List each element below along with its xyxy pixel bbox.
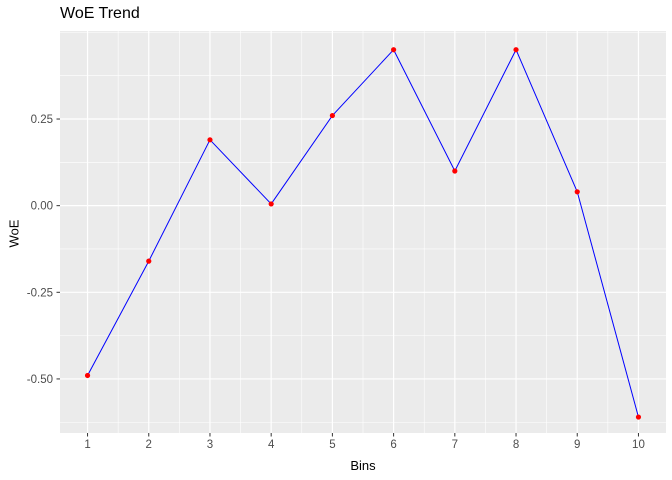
x-tick-label: 4 (268, 439, 275, 451)
data-point (452, 168, 458, 174)
y-tick-label: 0.00 (31, 201, 53, 213)
data-point (268, 201, 274, 207)
y-tick-label: -0.50 (27, 374, 53, 386)
y-tick-label: 0.25 (31, 114, 53, 126)
x-tick-label: 8 (513, 439, 519, 451)
y-tick-label: -0.25 (27, 287, 53, 299)
trend-line (87, 48, 639, 418)
plot-title: WoE Trend (60, 5, 140, 22)
data-point (146, 258, 152, 264)
x-axis-title: Bins (350, 458, 376, 473)
x-tick-label: 10 (632, 439, 645, 451)
x-tick-label: 5 (329, 439, 335, 451)
x-tick-label: 2 (146, 439, 152, 451)
x-tick-label: 1 (84, 439, 90, 451)
y-axis-title: WoE (6, 219, 22, 248)
data-point (635, 414, 642, 420)
data-point (329, 112, 335, 119)
x-tick-label: 7 (452, 439, 458, 451)
data-point (207, 137, 213, 143)
data-point (391, 47, 397, 53)
x-tick-label: 3 (207, 439, 213, 451)
data-point (574, 189, 580, 195)
data-point (513, 47, 519, 53)
x-tick-label: 6 (390, 439, 396, 451)
x-tick-label: 9 (574, 439, 580, 451)
data-point (84, 372, 91, 379)
